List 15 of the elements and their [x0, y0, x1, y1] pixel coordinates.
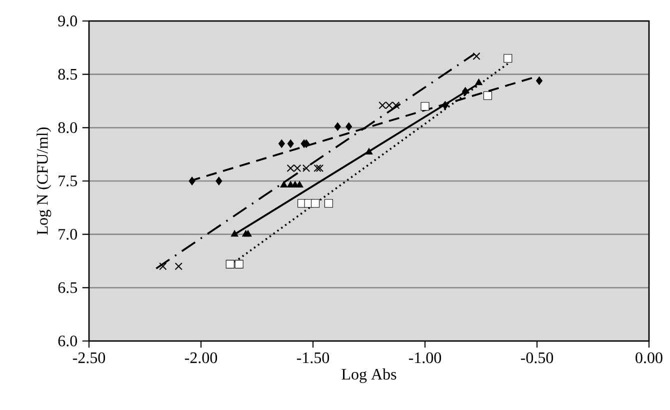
x-tick-label: -1.50: [296, 352, 330, 364]
x-tick-label: -1.00: [408, 352, 442, 364]
x-tick-label: -0.50: [520, 352, 554, 364]
x-tick-label: -2.50: [72, 352, 106, 364]
y-tick-label: 6.5: [58, 282, 78, 294]
x-axis-title: Log Abs: [342, 368, 396, 383]
y-tick-label: 6.0: [58, 336, 78, 346]
y-tick-label: 8.5: [58, 68, 78, 80]
x-tick-label: 0.00: [636, 352, 662, 364]
y-tick-label: 7.5: [58, 176, 78, 186]
y-axis-title: Log N (CFU/ml): [36, 127, 52, 235]
x-tick-label: -2.00: [184, 352, 218, 364]
y-tick-label: 9.0: [58, 16, 78, 26]
y-tick-label: 7.0: [58, 228, 78, 240]
y-tick-label: 8.0: [58, 122, 78, 134]
